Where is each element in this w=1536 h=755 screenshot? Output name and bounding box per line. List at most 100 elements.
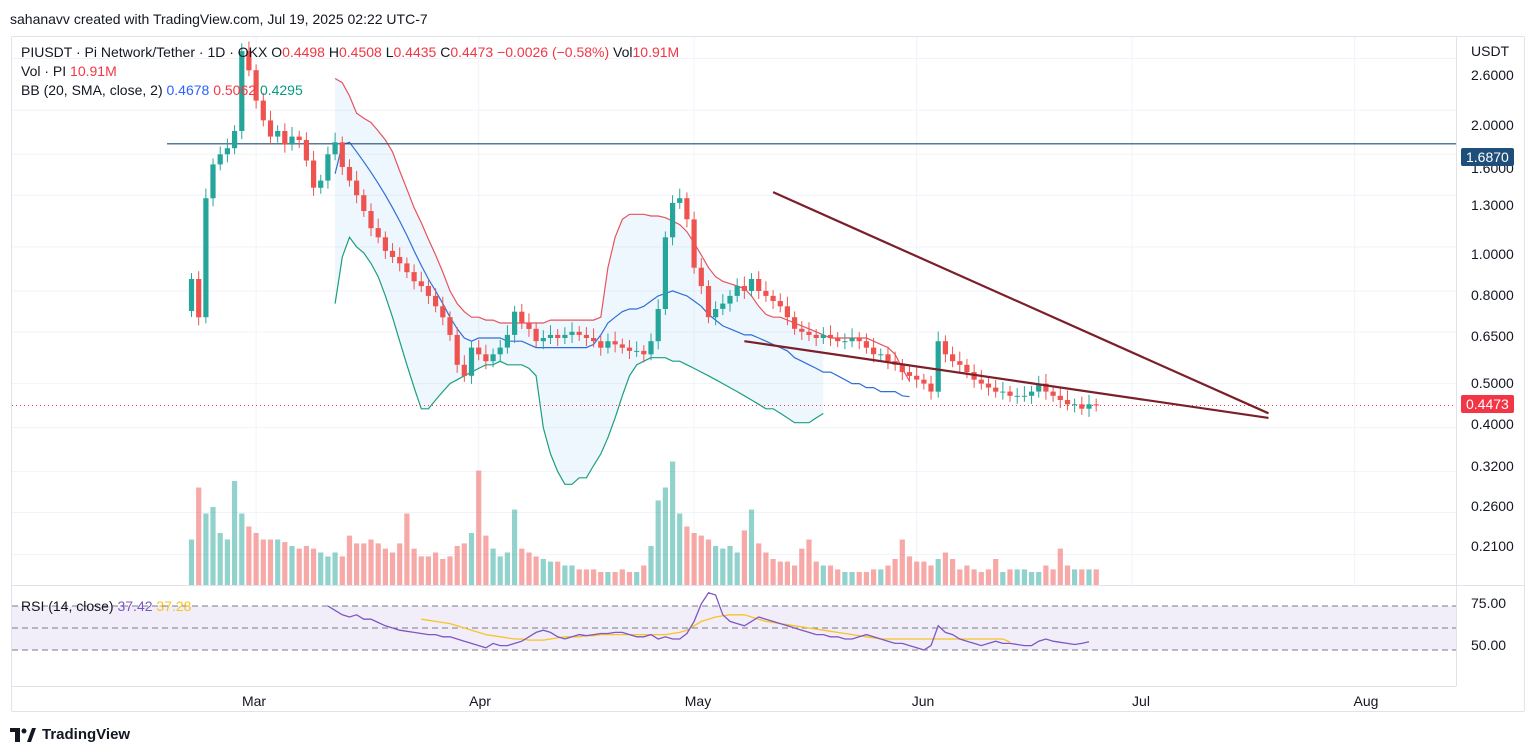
volume-bar — [389, 552, 396, 585]
volume-bar — [203, 513, 209, 585]
candle-body — [885, 354, 891, 362]
volume-bar — [253, 533, 259, 585]
volume-bar — [734, 552, 740, 585]
candle-body — [950, 354, 956, 362]
volume-bar — [784, 561, 790, 585]
rsi-line — [327, 592, 1090, 651]
volume-bar — [770, 559, 776, 585]
candle-body — [1057, 395, 1063, 400]
candle-body — [224, 148, 230, 155]
symbol-title[interactable]: PIUSDT · Pi Network/Tether · 1D · OKX — [21, 44, 268, 60]
candle-body — [1029, 391, 1035, 396]
volume-bar — [540, 559, 546, 585]
volume-bar — [447, 556, 453, 585]
candle-body — [375, 228, 381, 238]
price-chart[interactable] — [12, 37, 1456, 585]
candle-body — [1014, 395, 1020, 397]
candle-body — [440, 306, 446, 318]
vol-label: Vol — [613, 44, 633, 60]
candle-body — [583, 334, 589, 338]
tradingview-logo[interactable]: TradingView — [10, 726, 130, 743]
candle-body — [1000, 391, 1006, 393]
candle-body — [425, 286, 431, 296]
open-label: O — [271, 44, 283, 60]
low-value: 0.4435 — [393, 44, 437, 60]
volume-bar — [792, 565, 798, 585]
volume-bar — [576, 569, 582, 585]
rsi-indicator-label[interactable]: RSI (14, close) — [21, 598, 114, 614]
candle-body — [433, 295, 439, 307]
volume-bar — [928, 565, 934, 585]
volume-bar — [799, 548, 805, 585]
bb-indicator-label[interactable]: BB (20, SMA, close, 2) — [21, 82, 163, 98]
volume-bar — [741, 530, 747, 585]
candle-body — [605, 341, 611, 348]
volume-bar — [1064, 565, 1071, 585]
candle-body — [813, 334, 819, 338]
price-tick: 0.6500 — [1471, 328, 1514, 344]
tradingview-logo-icon — [10, 727, 36, 742]
volume-row[interactable]: Vol · PI 10.91M — [21, 62, 679, 81]
price-axis[interactable]: USDT 2.6000 2.0000 1.6000 1.3000 1.0000 … — [1456, 37, 1525, 585]
candle-body — [282, 131, 288, 145]
volume-bar — [978, 572, 984, 585]
volume-bar — [368, 539, 374, 585]
bb-band-fill — [335, 78, 824, 485]
candle-body — [332, 142, 338, 155]
candle-body — [562, 334, 568, 338]
price-tick: 2.0000 — [1471, 117, 1514, 133]
time-axis[interactable]: Mar Apr May Jun Jul Aug — [12, 686, 1456, 713]
rsi-axis[interactable]: 75.00 50.00 — [1456, 586, 1525, 686]
price-pane[interactable] — [12, 37, 1456, 585]
candle-body — [863, 341, 869, 348]
volume-bar — [756, 543, 762, 585]
volume-bar — [820, 565, 826, 585]
candle-body — [820, 334, 826, 338]
volume-bar — [569, 565, 575, 585]
currency-label: USDT — [1471, 43, 1510, 59]
time-tick: Aug — [1353, 693, 1379, 709]
bb-row[interactable]: BB (20, SMA, close, 2) 0.4678 0.5062 0.4… — [21, 81, 679, 100]
volume-bar — [325, 556, 331, 585]
symbol-row[interactable]: PIUSDT · Pi Network/Tether · 1D · OKX O 0… — [21, 43, 679, 62]
candle-body — [619, 344, 625, 348]
rsi-chart[interactable] — [12, 586, 1456, 686]
volume-bar — [906, 556, 913, 585]
candle-body — [806, 331, 812, 335]
candle-body — [720, 303, 726, 309]
volume-bar — [641, 565, 647, 585]
candle-body — [260, 100, 266, 121]
volume-bar — [1079, 569, 1085, 585]
volume-bar — [267, 539, 274, 585]
volume-bar — [512, 509, 518, 585]
hline-price-badge[interactable]: 1.6870 — [1461, 148, 1514, 166]
candle-body — [756, 279, 762, 291]
candle-body — [705, 286, 712, 318]
candle-body — [411, 272, 417, 282]
volume-bar — [476, 470, 482, 585]
last-price-badge[interactable]: 0.4473 — [1461, 395, 1514, 413]
price-tick: 2.6000 — [1471, 67, 1514, 83]
volume-bar — [382, 548, 388, 585]
candle-body — [468, 347, 475, 376]
candle-body — [763, 290, 769, 296]
volume-bar — [985, 569, 992, 585]
candle-body — [1043, 383, 1049, 392]
volume-indicator-label[interactable]: Vol · PI — [21, 63, 67, 79]
volume-bar — [1050, 569, 1056, 585]
volume-bar — [1093, 569, 1099, 585]
volume-bar — [827, 565, 834, 585]
bb-upper-line — [334, 77, 911, 382]
candle-body — [303, 140, 309, 161]
volume-bar — [705, 539, 712, 585]
volume-bar — [648, 546, 654, 585]
volume-bar — [282, 542, 288, 585]
volume-bar — [806, 539, 812, 585]
rsi-pane[interactable] — [12, 586, 1456, 686]
candle-body — [497, 347, 503, 355]
rsi-legend[interactable]: RSI (14, close) 37.42 37.28 — [21, 598, 191, 614]
candle-body — [914, 375, 920, 380]
pane-separator[interactable] — [12, 585, 1524, 586]
volume-bar — [813, 561, 819, 585]
candle-body — [734, 286, 740, 296]
